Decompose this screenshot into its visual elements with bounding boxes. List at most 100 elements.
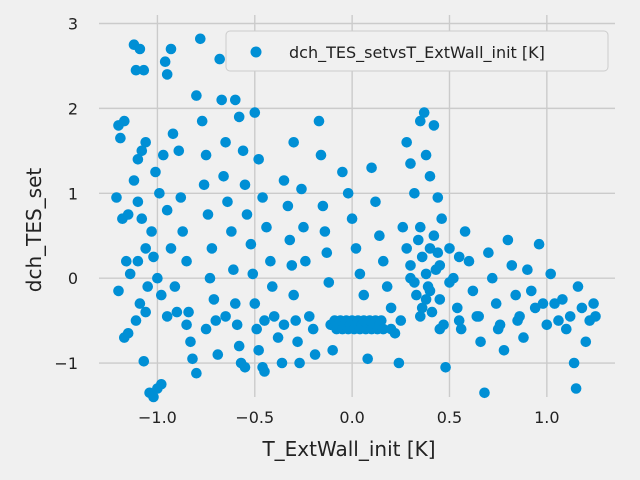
data-point — [136, 145, 148, 157]
data-point — [171, 306, 183, 318]
data-point — [346, 213, 358, 224]
data-point — [307, 323, 319, 335]
data-point — [165, 243, 177, 254]
data-point — [282, 200, 294, 212]
data-point — [424, 243, 436, 254]
data-point — [298, 221, 309, 233]
data-point — [492, 323, 504, 335]
data-point — [309, 349, 321, 360]
data-point — [230, 94, 241, 106]
data-point — [161, 69, 173, 80]
data-point — [315, 149, 327, 161]
y-tick-label: 3 — [68, 14, 78, 33]
data-point — [358, 289, 370, 301]
x-tick-label: −0.5 — [235, 408, 274, 427]
x-tick-label: 0.5 — [437, 408, 462, 427]
data-point — [506, 260, 518, 271]
data-point — [216, 94, 227, 106]
data-point — [206, 243, 218, 254]
data-point — [300, 255, 311, 267]
legend-frame — [225, 30, 609, 72]
x-tick-label: 0.0 — [339, 408, 364, 427]
data-point — [479, 387, 490, 399]
data-point — [233, 111, 245, 123]
data-point — [580, 336, 592, 348]
data-point — [444, 243, 455, 254]
data-point — [428, 120, 440, 131]
data-point — [173, 145, 185, 157]
data-point — [239, 362, 251, 373]
data-point — [510, 289, 521, 301]
data-point — [452, 302, 463, 314]
data-point — [545, 268, 556, 280]
data-point — [152, 272, 163, 284]
x-axis-label: T_ExtWall_init [K] — [261, 437, 435, 461]
data-point — [381, 281, 393, 292]
data-point — [327, 345, 339, 356]
data-point — [323, 277, 335, 288]
data-point — [290, 315, 302, 326]
data-point — [436, 213, 448, 224]
data-point — [385, 302, 397, 314]
data-point — [233, 340, 245, 352]
data-point — [415, 311, 426, 322]
data-point — [113, 285, 124, 297]
data-point — [161, 204, 173, 216]
data-point — [422, 281, 434, 292]
data-point — [158, 149, 169, 161]
data-point — [191, 367, 202, 379]
y-tick-labels: −1 0 1 2 3 — [54, 14, 78, 373]
data-point — [432, 192, 444, 203]
data-point — [191, 90, 202, 101]
data-point — [487, 272, 498, 284]
data-point — [321, 247, 333, 258]
legend-marker — [250, 46, 262, 58]
data-point — [169, 281, 181, 292]
data-point — [140, 306, 151, 318]
data-point — [376, 315, 387, 326]
data-point — [286, 260, 298, 271]
data-point — [292, 336, 303, 348]
data-point — [230, 298, 241, 309]
data-point — [247, 268, 259, 280]
data-point — [288, 137, 300, 148]
data-point — [167, 128, 179, 140]
data-point — [148, 251, 159, 263]
data-point — [434, 323, 446, 335]
data-point — [272, 332, 284, 343]
data-point — [253, 154, 264, 165]
y-tick-label: 2 — [68, 99, 78, 118]
data-point — [140, 137, 151, 148]
data-point — [401, 137, 413, 148]
data-point — [296, 183, 307, 195]
legend: dch_TES_setvsT_ExtWall_init [K] — [225, 30, 609, 72]
data-point — [498, 345, 510, 356]
data-point — [257, 192, 268, 203]
data-point — [181, 319, 192, 331]
data-point — [140, 243, 151, 254]
data-point — [415, 115, 426, 127]
data-point — [165, 43, 177, 55]
data-point — [124, 268, 136, 280]
data-point — [148, 391, 159, 403]
data-point — [294, 357, 305, 369]
data-point — [245, 238, 257, 250]
data-point — [136, 213, 148, 224]
data-point — [268, 311, 280, 322]
data-point — [378, 255, 389, 267]
data-point — [200, 323, 212, 335]
data-point — [428, 230, 440, 241]
data-point — [553, 315, 564, 326]
data-point — [119, 115, 130, 127]
data-point — [529, 302, 541, 314]
data-point — [467, 285, 479, 297]
points-layer — [111, 33, 601, 403]
data-point — [261, 221, 272, 233]
data-point — [440, 362, 451, 373]
data-point — [418, 107, 430, 118]
data-point — [202, 209, 214, 220]
data-point — [483, 247, 494, 258]
data-point — [366, 162, 377, 174]
